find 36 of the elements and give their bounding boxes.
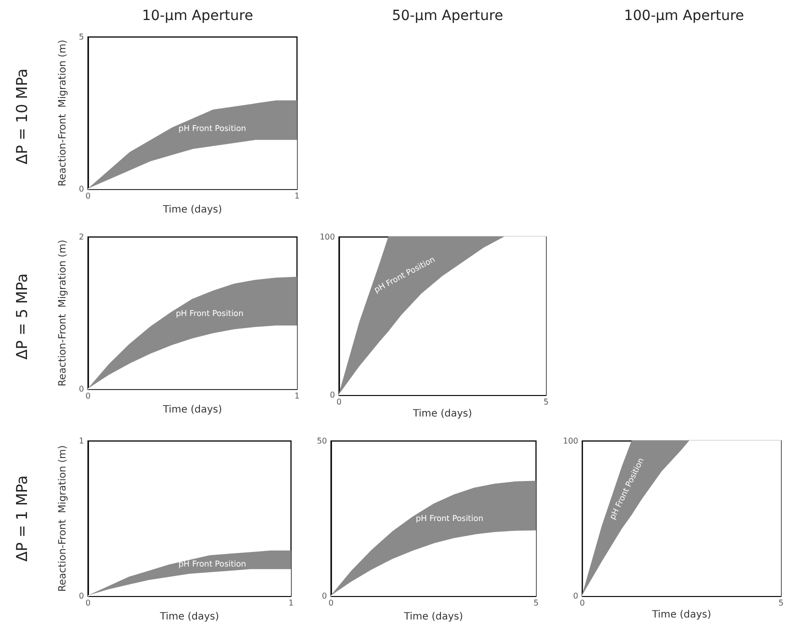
x-tick-label: 5 <box>778 598 784 608</box>
x-axis-title: Time (days) <box>651 610 712 620</box>
y-axis-title: Reaction-Front Migration (m) <box>58 40 69 186</box>
y-axis-title: Reaction-Front Migration (m) <box>58 240 69 386</box>
x-tick-label: 0 <box>580 598 585 608</box>
annotation: pH Front Position <box>416 514 484 523</box>
annotation: pH Front Position <box>178 560 246 569</box>
text: ΔP = 1 MPa <box>13 475 31 562</box>
text: ΔP = 5 MPa <box>13 273 31 360</box>
chart-title: 50-µm Aperture <box>392 8 504 24</box>
y-tick-label: 0 <box>322 592 327 600</box>
x-tick-label: 0 <box>85 392 91 401</box>
x-tick-label: 0 <box>85 598 91 608</box>
y-tick-label: 50 <box>316 436 327 446</box>
x-axis-title: Time (days) <box>412 408 472 420</box>
y-tick-label: 0 <box>78 184 84 194</box>
annotation: pH Front Position <box>176 309 244 318</box>
x-tick-label: 5 <box>533 598 539 608</box>
y-tick-label: 5 <box>78 32 84 42</box>
x-axis-title: Time (days) <box>402 611 464 622</box>
y-tick-label: 2 <box>78 232 84 242</box>
x-axis-title: Time (days) <box>162 204 222 216</box>
y-tick-label: 1 <box>78 436 84 446</box>
y-tick-label: 100 <box>320 232 335 242</box>
x-tick-label: 1 <box>288 598 294 608</box>
y-tick-label: 0 <box>78 592 84 600</box>
y-tick-label: 0 <box>78 384 84 394</box>
annotation: pH Front Position <box>178 124 246 134</box>
x-axis-title: Time (days) <box>162 404 222 416</box>
y-axis-title: Reaction-Front Migration (m) <box>58 445 69 592</box>
y-tick-label: 100 <box>562 436 578 446</box>
x-axis-title: Time (days) <box>158 611 220 622</box>
chart-title: 10-µm Aperture <box>142 8 254 24</box>
chart-title: 100-µm Aperture <box>624 8 744 24</box>
text: ΔP = 10 MPa <box>13 68 31 164</box>
x-tick-label: 1 <box>294 392 300 401</box>
